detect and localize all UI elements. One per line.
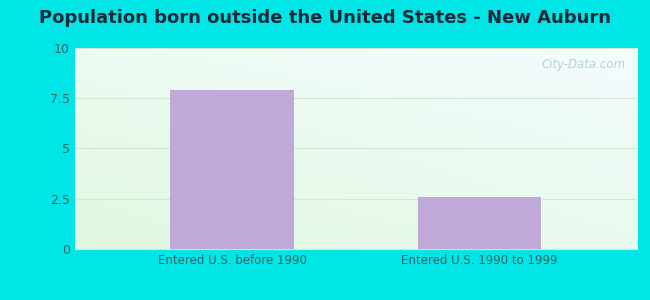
- Bar: [418, 197, 541, 249]
- Text: City-Data.com: City-Data.com: [541, 58, 626, 71]
- Text: Population born outside the United States - New Auburn: Population born outside the United State…: [39, 9, 611, 27]
- Bar: [170, 90, 294, 249]
